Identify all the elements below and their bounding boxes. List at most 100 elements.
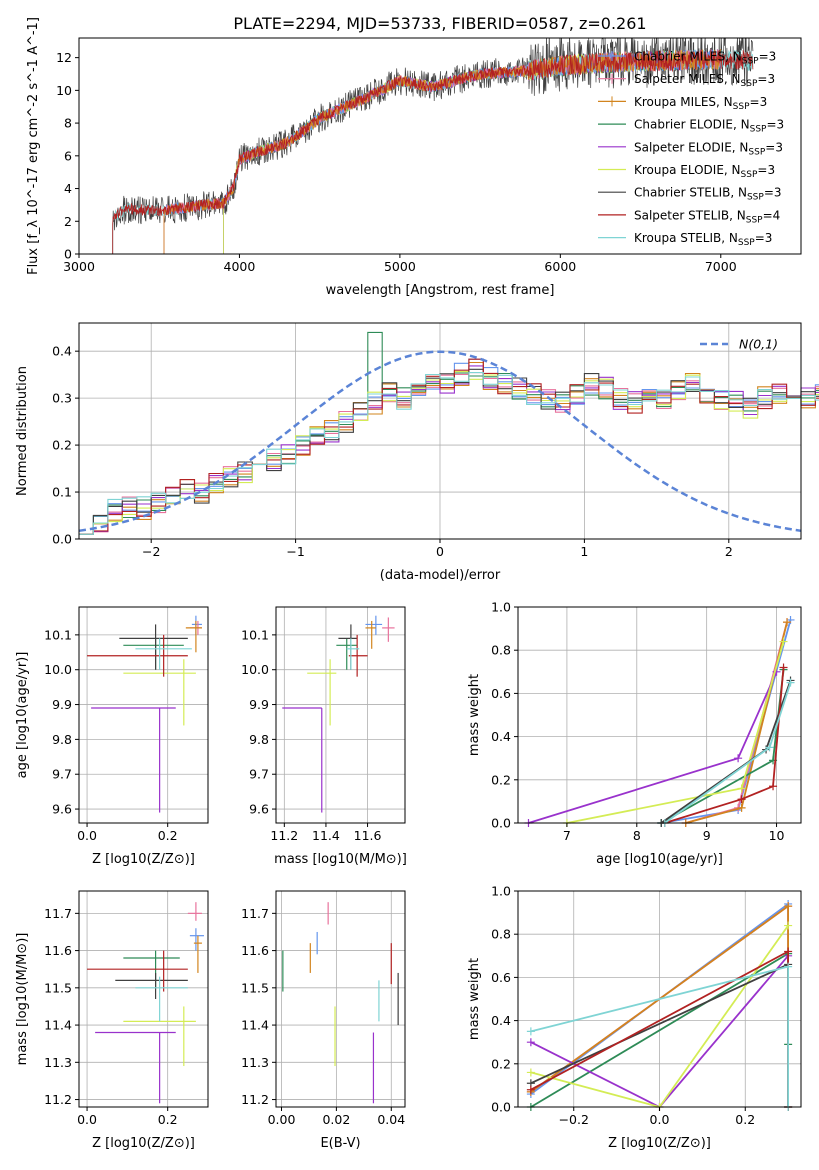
point-salpeter-elodie (91, 707, 176, 813)
x-tick-label: 9 (703, 828, 711, 843)
x-tick-label: −1 (286, 544, 304, 559)
y-tick-label: 0 (64, 247, 72, 262)
weight-marker (786, 678, 795, 687)
legend-value: =3 (764, 186, 782, 200)
x-axis-label: (data-model)/error (380, 568, 501, 583)
x-tick-label: 0.04 (377, 1112, 405, 1127)
y-tick-label: 9.8 (249, 732, 269, 747)
y-tick-label: 11.6 (44, 943, 72, 958)
point-salpeter-stelib (348, 634, 368, 677)
weight-line-kroupa-stelib (660, 678, 795, 827)
legend-label: Salpeter MILES, NSSP=3 (634, 72, 775, 89)
age-vs-metallicity-panel: 0.0 0.2 9.6 9.7 9.8 9.9 10.0 10.1 Z [log10(Z/Z⊙)… (15, 606, 209, 867)
y-tick-label: 0.0 (491, 816, 511, 831)
y-tick-label: 11.4 (241, 1018, 269, 1033)
point-chabrier-elodie (123, 638, 184, 670)
x-tick-label: 0.2 (158, 828, 178, 843)
legend-value: =3 (755, 231, 773, 245)
x-axis-label: wavelength [Angstrom, rest frame] (326, 283, 555, 298)
legend-value: =3 (766, 118, 784, 132)
y-tick-label: 11.2 (241, 1092, 269, 1107)
point-salpeter-miles (382, 617, 395, 642)
x-tick-label: 4000 (224, 259, 256, 274)
legend-value: =3 (757, 72, 775, 86)
plot-body (282, 615, 395, 813)
y-tick-label: 11.2 (44, 1092, 72, 1107)
y-tick-label: 0.0 (52, 532, 72, 547)
y-tick-label: 0.6 (491, 686, 511, 701)
x-tick-label: 0.0 (650, 1112, 670, 1127)
x-tick-label: 3000 (63, 259, 95, 274)
weight-line-kroupa-stelib (526, 962, 793, 1111)
legend-label: Kroupa STELIB, NSSP=3 (634, 231, 772, 248)
axes-frame (78, 37, 802, 255)
y-tick-label: 1.0 (491, 884, 511, 899)
x-tick-label: 0.2 (735, 1112, 755, 1127)
histogram-chabrier-elodie (79, 331, 819, 535)
point-salpeter-elodie (95, 1031, 176, 1104)
weight-marker (526, 1068, 535, 1077)
legend-subscript: SSP (746, 215, 763, 225)
weight-line-salpeter-miles (681, 618, 792, 827)
histogram-kroupa-elodie (79, 371, 819, 535)
legend-label: Kroupa ELODIE, NSSP=3 (634, 163, 775, 180)
weight-marker (526, 1038, 535, 1047)
x-tick-label: 2 (725, 544, 733, 559)
weight-vs-metallicity-panel: −0.2 0.0 0.2 0.0 0.2 0.4 0.6 0.8 1.0 Z [log10(Z/Z… (467, 884, 802, 1151)
plot-body (282, 902, 399, 1104)
point-salpeter-stelib (87, 950, 188, 992)
x-axis-label: Z [log10(Z/Z⊙)] (92, 852, 195, 867)
y-tick-label: 0.1 (52, 485, 72, 500)
y-tick-label: 0.4 (491, 729, 511, 744)
y-axis-label: mass weight (467, 674, 482, 756)
y-axis-label: age [log10(age/yr)] (15, 652, 30, 779)
x-axis-label: age [log10(age/yr)] (596, 852, 723, 867)
x-tick-label: 6000 (544, 259, 576, 274)
weight-marker (783, 618, 792, 627)
weight-marker (737, 795, 746, 804)
y-tick-label: 0.6 (491, 970, 511, 985)
y-tick-label: 9.8 (52, 732, 72, 747)
point-chabrier-miles (189, 928, 204, 951)
weight-marker (737, 784, 746, 793)
histogram-salpeter-miles (79, 372, 819, 535)
legend-subscript: SSP (750, 125, 767, 135)
point-chabrier-stelib (119, 624, 188, 670)
point-salpeter-stelib (87, 634, 188, 677)
x-tick-label: 0.2 (158, 1112, 178, 1127)
point-salpeter-miles (187, 902, 202, 921)
legend-value: =3 (750, 95, 768, 109)
point-chabrier-miles (365, 615, 383, 635)
y-tick-label: 11.3 (241, 1055, 269, 1070)
legend-subscript: SSP (741, 170, 758, 180)
y-tick-label: 10 (56, 83, 72, 98)
plot-body: N(0,1) (78, 331, 819, 535)
x-tick-label: 7000 (705, 259, 737, 274)
figure-title: PLATE=2294, MJD=53733, FIBERID=0587, z=0… (233, 14, 646, 33)
legend-label: N(0,1) (739, 337, 778, 352)
weight-marker (769, 782, 778, 791)
histogram-kroupa-miles (79, 361, 819, 535)
y-tick-label: 0.4 (52, 344, 72, 359)
plot-body (87, 902, 204, 1104)
y-tick-label: 9.7 (52, 767, 72, 782)
x-tick-label: 0.0 (77, 1112, 97, 1127)
x-tick-label: 11.6 (354, 828, 382, 843)
point-kroupa-stelib (135, 638, 192, 670)
axes-frame (78, 890, 209, 1108)
legend-label: Kroupa MILES, NSSP=3 (634, 95, 767, 112)
x-tick-label: 0 (436, 544, 444, 559)
point-kroupa-miles (185, 620, 202, 653)
y-axis-label: Flux [f_λ 10^-17 erg cm^-2 s^-1 A^-1] (26, 17, 41, 275)
y-tick-label: 10.1 (44, 627, 72, 642)
weight-line-kroupa-elodie (562, 637, 788, 827)
y-tick-label: 0.4 (491, 1013, 511, 1028)
y-tick-label: 9.9 (52, 697, 72, 712)
weight-marker (737, 803, 746, 812)
x-tick-label: 0.00 (268, 1112, 296, 1127)
weight-marker (784, 962, 793, 971)
legend-value: =4 (763, 208, 781, 222)
weight-line (660, 680, 792, 824)
y-tick-label: 0.2 (491, 1056, 511, 1071)
legend-subscript: SSP (741, 79, 758, 89)
